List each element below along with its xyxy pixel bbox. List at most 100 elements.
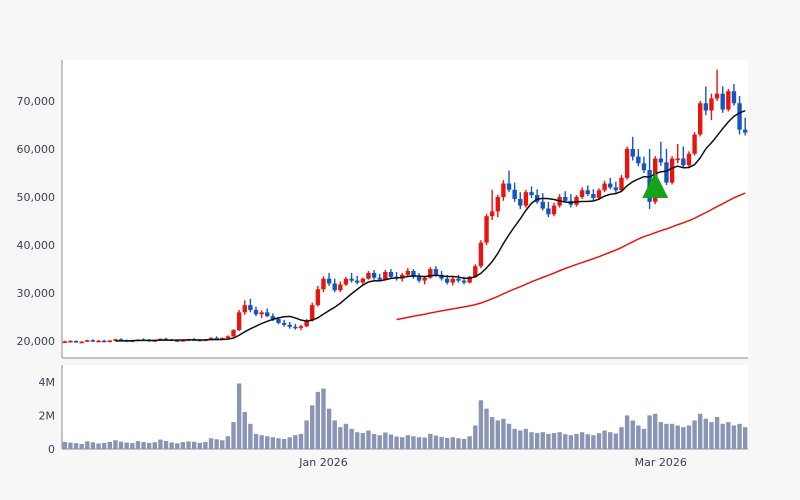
- candle-body: [231, 330, 236, 337]
- candle-body: [501, 183, 506, 197]
- volume-bar: [681, 427, 686, 449]
- candle-body: [737, 103, 742, 130]
- volume-bar: [439, 436, 444, 449]
- candle-body: [366, 272, 371, 279]
- volume-bar: [90, 442, 96, 449]
- volume-bar: [433, 435, 439, 449]
- volume-bar: [118, 441, 124, 449]
- volume-bar: [675, 425, 680, 449]
- candle-body: [579, 190, 585, 197]
- volume-bar: [731, 425, 737, 449]
- candle-body: [698, 103, 703, 135]
- volume-bar: [214, 439, 219, 449]
- candle-body: [180, 339, 186, 342]
- x-axis-labels: Jan 2026 Mar 2026: [298, 456, 687, 469]
- price-y-tick-label: 50,000: [17, 191, 56, 204]
- candle-body: [79, 341, 84, 344]
- volume-bar: [686, 425, 692, 449]
- candle-body: [613, 187, 619, 191]
- candle-body: [118, 339, 124, 341]
- candle-body: [630, 148, 635, 157]
- candle-body: [107, 340, 112, 343]
- candle-body: [624, 148, 630, 178]
- volume-bar: [574, 433, 579, 449]
- volume-bar: [720, 423, 725, 449]
- volume-bar: [585, 434, 590, 449]
- volume-bar: [737, 423, 742, 449]
- candle-body: [619, 177, 624, 191]
- candle-body: [332, 283, 337, 291]
- candle-body: [270, 316, 276, 320]
- candle-body: [338, 284, 343, 291]
- volume-bar: [310, 405, 315, 449]
- volume-bar: [613, 433, 619, 449]
- volume-bar: [158, 439, 163, 449]
- volume-series: [62, 383, 748, 449]
- candle-body: [714, 93, 720, 99]
- volume-bar: [231, 422, 236, 449]
- candle-body: [608, 183, 613, 188]
- volume-bar: [141, 441, 146, 449]
- volume-bar: [405, 435, 411, 449]
- volume-bar: [726, 422, 731, 449]
- candle-body: [726, 91, 731, 110]
- volume-bar: [197, 442, 202, 449]
- volume-bar: [653, 413, 658, 449]
- candle-body: [242, 305, 247, 313]
- candle-body: [546, 208, 551, 215]
- candle-body: [478, 242, 484, 267]
- candle-body: [743, 129, 748, 133]
- candle-body: [422, 277, 427, 281]
- volume-bar: [546, 433, 551, 449]
- volume-bar: [326, 408, 332, 449]
- volume-bar: [225, 436, 231, 449]
- volume-bar: [400, 437, 405, 449]
- candle-body: [720, 93, 725, 110]
- volume-bar: [349, 428, 354, 449]
- volume-bar: [422, 437, 427, 449]
- volume-bar: [360, 433, 366, 449]
- volume-bar: [146, 442, 152, 449]
- volume-bar: [692, 420, 697, 449]
- volume-bar: [79, 443, 84, 449]
- candle-body: [259, 312, 264, 315]
- volume-bar: [714, 417, 720, 449]
- candle-body: [321, 278, 326, 290]
- volume-bar: [523, 428, 529, 449]
- volume-bar: [321, 388, 326, 449]
- x-tick-label: Jan 2026: [298, 456, 347, 469]
- candle-body: [703, 103, 709, 111]
- volume-bar: [501, 418, 506, 449]
- volume-bar: [698, 413, 703, 449]
- candle-body: [293, 326, 298, 329]
- volume-bar: [529, 432, 534, 449]
- candle-body: [686, 153, 692, 166]
- volume-bar: [506, 423, 512, 449]
- candle-body: [461, 280, 467, 283]
- volume-bar: [394, 436, 399, 449]
- price-y-tick-label: 30,000: [17, 287, 56, 300]
- candle-body: [388, 271, 394, 277]
- volume-bar: [608, 432, 613, 449]
- volume-bar: [371, 433, 377, 449]
- candle-body: [489, 211, 495, 217]
- volume-bar: [152, 442, 157, 449]
- volume-bar: [591, 435, 596, 449]
- volume-y-tick-label: 2M: [39, 409, 56, 422]
- volume-bar: [180, 442, 186, 449]
- candle-body: [276, 319, 281, 323]
- candle-body: [669, 158, 675, 183]
- candle-body: [310, 305, 315, 321]
- volume-bar: [203, 441, 208, 449]
- volume-bar: [338, 427, 343, 449]
- candle-body: [506, 183, 512, 190]
- candle-body: [265, 312, 270, 317]
- volume-bar: [703, 418, 709, 449]
- candle-body: [281, 322, 287, 325]
- volume-bar: [343, 423, 349, 449]
- candle-body: [450, 278, 455, 283]
- volume-bar: [636, 425, 641, 449]
- candle-body: [574, 196, 579, 205]
- candle-body: [563, 196, 568, 201]
- volume-bar: [298, 433, 304, 449]
